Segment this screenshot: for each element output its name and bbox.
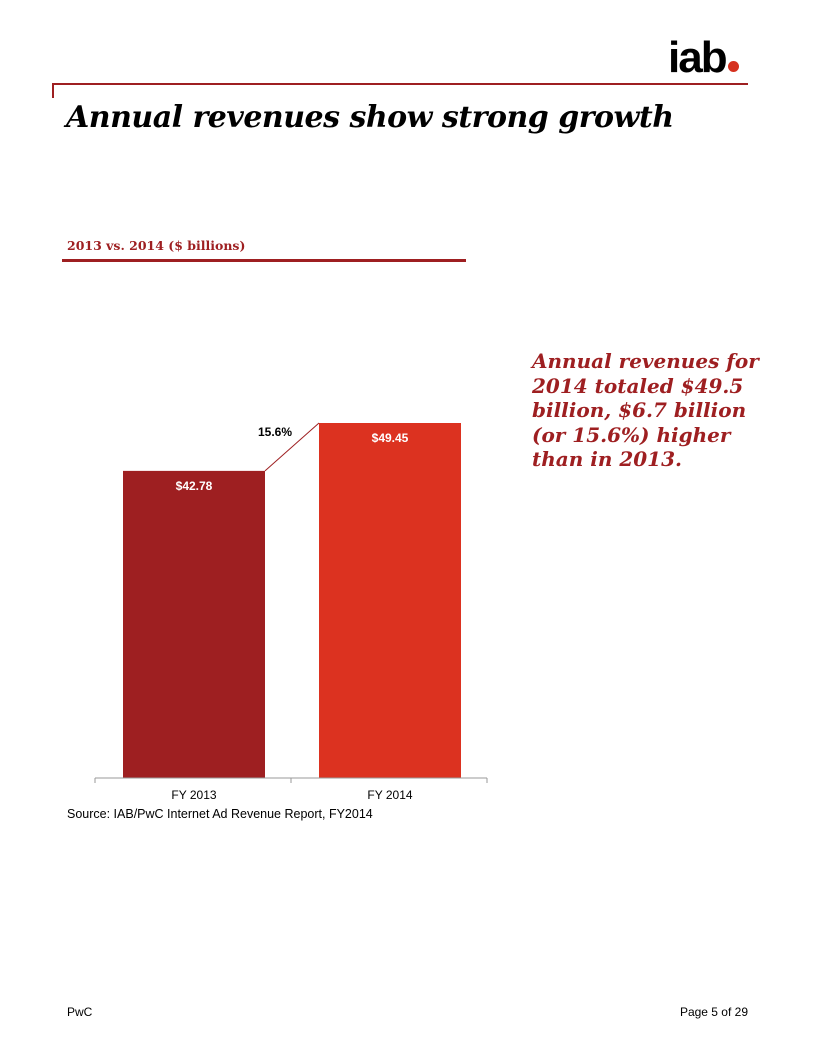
iab-logo: iab	[668, 36, 739, 80]
summary-callout: Annual revenues for 2014 totaled $49.5 b…	[532, 349, 759, 471]
footer-company: PwC	[67, 1005, 93, 1019]
x-tick-label-fy2014: FY 2014	[367, 788, 412, 802]
data-label-fy2013: $42.78	[176, 479, 213, 493]
header-rule-tick	[52, 83, 54, 98]
revenue-bar-chart: $42.78 $49.45 15.6% FY 2013 FY 2014	[94, 422, 488, 802]
header-rule	[52, 83, 748, 85]
growth-connector-line	[264, 422, 320, 472]
source-note: Source: IAB/PwC Internet Ad Revenue Repo…	[67, 807, 373, 821]
footer-page-number: Page 5 of 29	[679, 1005, 748, 1019]
chart-title: 2013 vs. 2014 ($ billions)	[67, 238, 246, 253]
bar-fy2014	[319, 423, 461, 778]
page-title: Annual revenues show strong growth	[66, 100, 674, 135]
growth-label: 15.6%	[258, 425, 292, 439]
x-tick-label-fy2013: FY 2013	[171, 788, 216, 802]
logo-text: iab	[668, 33, 728, 82]
logo-dot	[727, 61, 739, 72]
chart-title-rule	[62, 259, 466, 262]
bar-fy2013	[123, 470, 265, 778]
data-label-fy2014: $49.45	[372, 431, 409, 445]
